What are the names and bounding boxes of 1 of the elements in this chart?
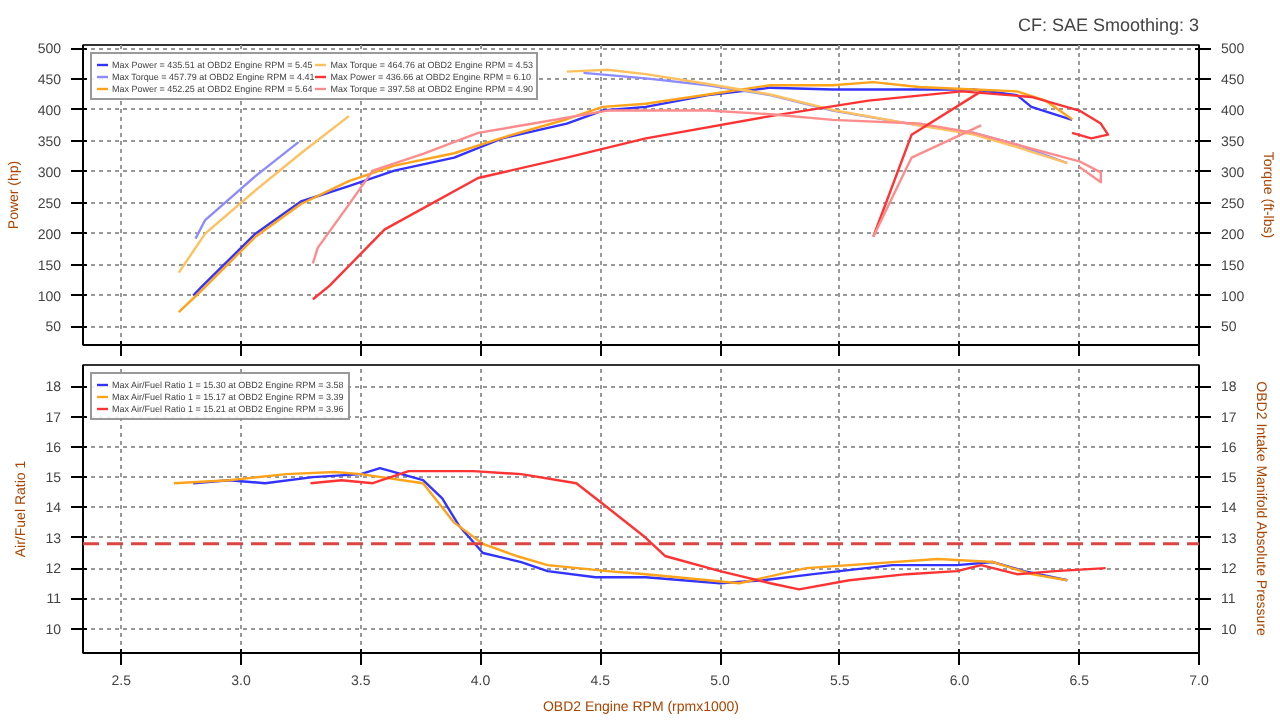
text: CF: SAE Smoothing: 3 [1017,15,1200,35]
